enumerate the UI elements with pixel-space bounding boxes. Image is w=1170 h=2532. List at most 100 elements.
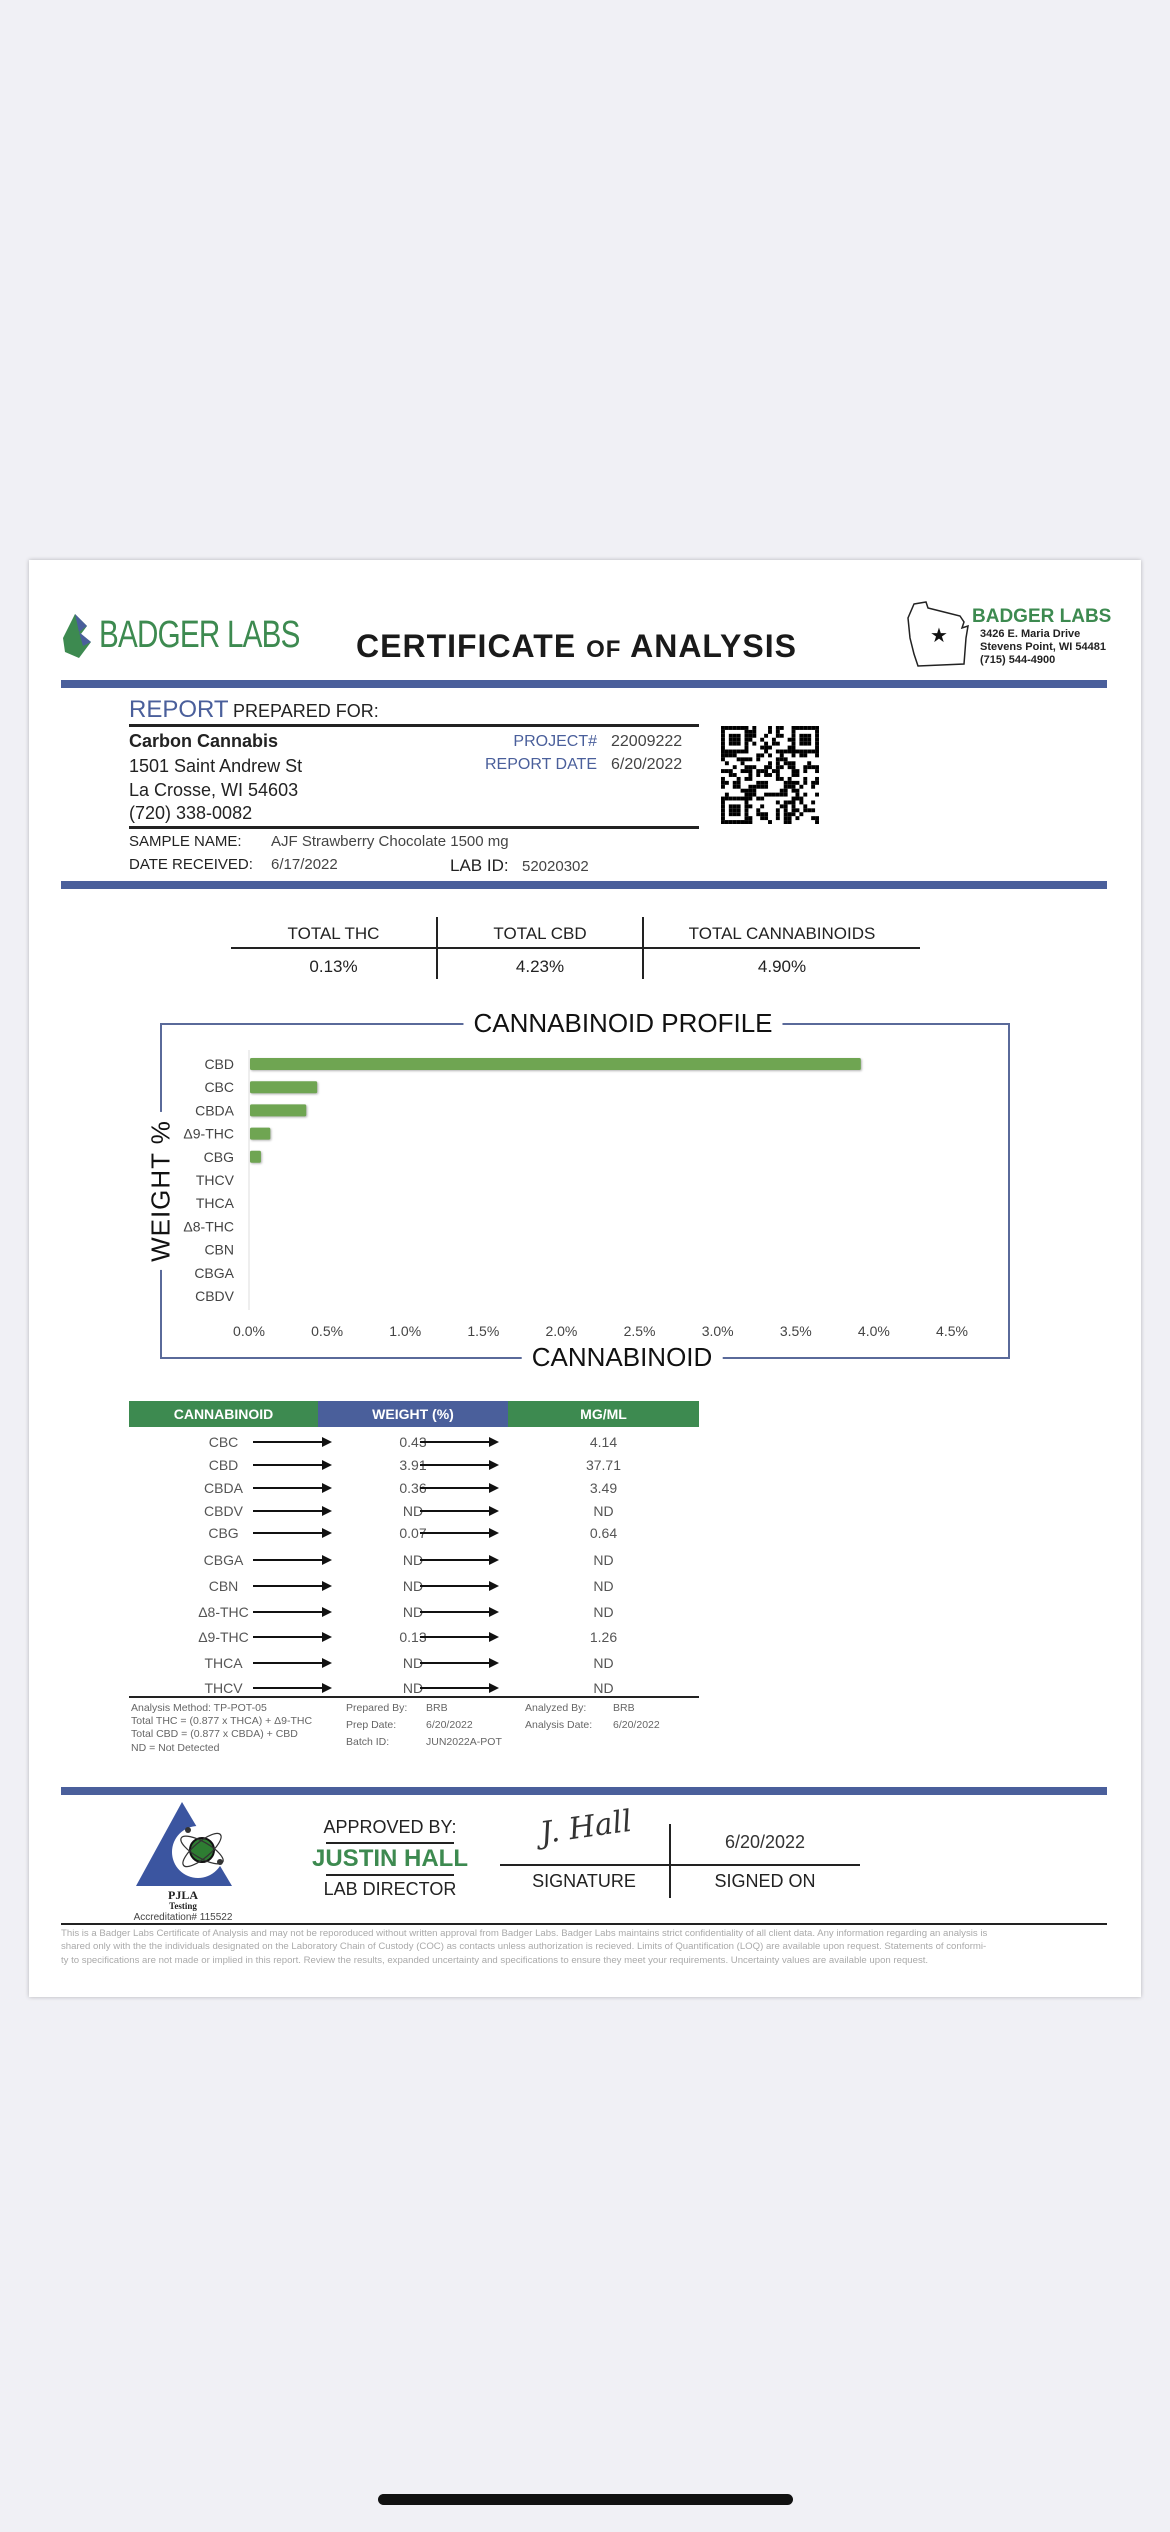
- x-tick-label: 3.0%: [702, 1323, 734, 1339]
- svg-text:★: ★: [930, 625, 948, 647]
- x-tick-label: 1.5%: [467, 1323, 499, 1339]
- y-tick-label: Δ8-THC: [183, 1218, 234, 1234]
- prepared-by: BRB: [426, 1702, 448, 1714]
- nd-legend: ND = Not Detected: [131, 1742, 220, 1754]
- arrow-right-icon: [253, 1506, 332, 1516]
- arrow-right-icon: [420, 1437, 499, 1447]
- pjla-text: PJLA: [168, 1888, 198, 1902]
- y-tick-label: THCV: [196, 1172, 235, 1188]
- signed-date: 6/20/2022: [724, 1832, 806, 1852]
- arrow-right-icon: [253, 1658, 332, 1668]
- cannabinoid-profile-chart: CBD CBC CBDA Δ9-THC CBG THCV THCA Δ8-THC CBN CBGA…: [183, 1050, 968, 1339]
- x-tick-label: 0.0%: [233, 1323, 265, 1339]
- y-tick-label: CBDA: [195, 1102, 235, 1118]
- arrow-right-icon: [420, 1683, 499, 1693]
- divider-line: [326, 1842, 454, 1844]
- y-tick-label: Δ9-THC: [183, 1126, 234, 1142]
- home-indicator[interactable]: [378, 2494, 793, 2505]
- prepared-by-label: Prepared By:: [346, 1702, 408, 1714]
- client-phone: (720) 338-0082: [129, 803, 253, 823]
- thc-formula: Total THC = (0.877 x THCA) + Δ9-THC: [131, 1715, 313, 1727]
- lab-phone: (715) 544-4900: [980, 654, 1056, 666]
- mg-per-ml: 0.64: [589, 1525, 618, 1541]
- prepared-for: PREPARED FOR:: [233, 701, 379, 721]
- bar-CBG: [250, 1150, 261, 1163]
- cannabinoid-name: Δ9-THC: [198, 1629, 249, 1645]
- cannabinoid-name: CBDV: [204, 1503, 243, 1519]
- disclaimer-line: This is a Badger Labs Certificate of Ana…: [61, 1928, 988, 1939]
- weight-percent: ND: [402, 1655, 424, 1671]
- cannabinoid-name: CBN: [208, 1578, 239, 1594]
- accreditation: Accreditation# 115522: [133, 1912, 233, 1923]
- y-tick-label: CBDV: [195, 1288, 235, 1304]
- arrow-right-icon: [420, 1607, 499, 1617]
- arrow-right-icon: [253, 1460, 332, 1470]
- y-tick-label: CBG: [204, 1149, 234, 1165]
- pjla-logo-icon: [136, 1802, 232, 1886]
- lab-id-label: LAB ID:: [450, 856, 509, 875]
- table-header-cell: MG/ML: [508, 1401, 699, 1427]
- total-cbd-value: 4.23%: [515, 957, 565, 976]
- y-tick-label: CBC: [204, 1079, 234, 1095]
- report-heading: REPORT PREPARED FOR:: [129, 696, 379, 724]
- arrow-right-icon: [253, 1607, 332, 1617]
- arrow-right-icon: [420, 1555, 499, 1565]
- divider-bar: [61, 1787, 1107, 1795]
- table-header-cell: WEIGHT (%): [318, 1401, 508, 1427]
- arrow-right-icon: [253, 1528, 332, 1538]
- y-tick-label: THCA: [196, 1195, 235, 1211]
- y-tick-label: CBD: [204, 1056, 234, 1072]
- weight-percent: 0.43: [399, 1434, 427, 1450]
- date-received-label: DATE RECEIVED:: [129, 856, 253, 873]
- weight-percent: ND: [402, 1680, 424, 1696]
- mg-per-ml: 3.49: [589, 1480, 618, 1496]
- cannabinoid-name: THCA: [204, 1655, 243, 1671]
- cannabinoid-name: CBGA: [203, 1552, 244, 1568]
- lab-id-value: 52020302: [522, 858, 589, 875]
- mg-per-ml: 1.26: [589, 1629, 618, 1645]
- lab-address-2: Stevens Point, WI 54481: [980, 641, 1106, 653]
- totals-line: [231, 947, 920, 949]
- mg-per-ml: 37.71: [585, 1457, 622, 1473]
- analysis-date: 6/20/2022: [613, 1719, 660, 1731]
- bar-CBDA: [250, 1104, 307, 1117]
- project-label: PROJECT#: [513, 733, 597, 750]
- batch-id-label: Batch ID:: [346, 1736, 390, 1748]
- pjla-sub: Testing: [169, 1901, 197, 1911]
- date-received-value: 6/17/2022: [271, 856, 338, 873]
- approved-by-label: APPROVED BY:: [323, 1817, 457, 1837]
- weight-percent: 0.36: [399, 1480, 427, 1496]
- mg-per-ml: ND: [593, 1503, 614, 1519]
- bar-CBC: [250, 1081, 318, 1094]
- x-tick-label: 3.5%: [780, 1323, 812, 1339]
- title-part: CERTIFICATE: [356, 628, 577, 664]
- y-tick-label: CBN: [204, 1242, 234, 1258]
- lab-address-1: 3426 E. Maria Drive: [980, 628, 1081, 640]
- table-bottom-line: [129, 1696, 699, 1698]
- mg-per-ml: ND: [593, 1552, 614, 1568]
- prep-date-label: Prep Date:: [346, 1719, 397, 1731]
- qr-code[interactable]: [721, 726, 819, 824]
- certificate-document: [29, 560, 1141, 1997]
- prep-date: 6/20/2022: [426, 1719, 473, 1731]
- bar-Δ9-THC: [250, 1127, 271, 1140]
- report-word: REPORT: [129, 696, 229, 723]
- total-thc-label: TOTAL THC: [287, 924, 380, 943]
- arrow-right-icon: [253, 1683, 332, 1693]
- batch-id: JUN2022A-POT: [426, 1736, 502, 1748]
- arrow-right-icon: [253, 1581, 332, 1591]
- bar-CBD: [250, 1058, 861, 1070]
- x-tick-label: 2.0%: [545, 1323, 577, 1339]
- mg-per-ml: 4.14: [589, 1434, 618, 1450]
- x-tick-label: 1.0%: [389, 1323, 421, 1339]
- weight-percent: ND: [402, 1578, 424, 1594]
- arrow-right-icon: [420, 1483, 499, 1493]
- sample-name-value: AJF Strawberry Chocolate 1500 mg: [271, 833, 509, 850]
- weight-percent: 3.91: [399, 1457, 427, 1473]
- report-date-label: REPORT DATE: [484, 756, 597, 773]
- arrow-right-icon: [253, 1555, 332, 1565]
- mg-per-ml: ND: [593, 1655, 614, 1671]
- divider-line: [129, 826, 699, 829]
- sample-name-label: SAMPLE NAME:: [129, 833, 242, 850]
- signature-divider: [669, 1824, 671, 1898]
